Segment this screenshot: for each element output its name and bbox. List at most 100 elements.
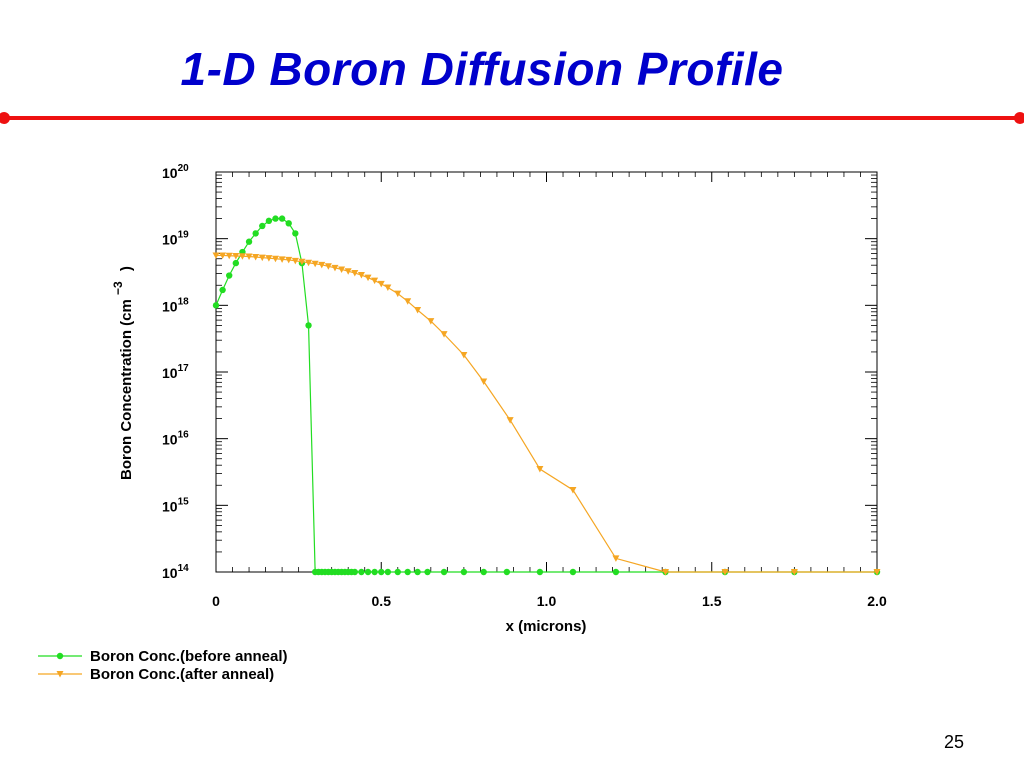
x-tick-label: 0.5 (372, 593, 392, 609)
data-point (285, 256, 293, 264)
minor-ticks (216, 172, 877, 572)
y-tick-exponent: 18 (178, 296, 190, 307)
data-point (278, 256, 286, 263)
y-tick-label: 1018 (162, 296, 189, 314)
data-point (612, 568, 620, 576)
data-point (245, 238, 253, 245)
y-tick-label: 1019 (162, 230, 189, 248)
data-point (318, 261, 326, 269)
x-tick-label: 2.0 (867, 593, 887, 609)
x-tick-label: 1.0 (537, 593, 557, 609)
y-tick-exponent: 16 (178, 430, 190, 441)
data-point (238, 253, 246, 260)
data-point (384, 284, 392, 292)
legend-label: Boron Conc.(before anneal) (90, 648, 288, 665)
data-point (440, 331, 448, 338)
y-tick-base: 10 (162, 498, 178, 514)
data-point (440, 568, 448, 576)
data-point (404, 568, 411, 576)
y-tick-label: 1016 (162, 430, 189, 448)
data-point (394, 568, 401, 576)
data-point (212, 302, 220, 309)
data-point (661, 569, 669, 576)
series-2 (212, 252, 881, 576)
data-point (569, 568, 577, 576)
data-point (414, 568, 421, 576)
x-tick-label: 1.5 (702, 593, 722, 609)
data-point (219, 286, 226, 294)
data-point (364, 568, 372, 576)
y-tick-base: 10 (162, 232, 178, 248)
x-tick-label: 0 (212, 593, 220, 609)
data-point (271, 255, 279, 263)
data-point (873, 569, 881, 576)
data-point (569, 486, 577, 494)
data-point (311, 260, 319, 268)
data-point (285, 220, 292, 227)
data-point (232, 259, 240, 267)
series-1 (212, 215, 881, 576)
data-point (258, 254, 266, 262)
title-divider-line (0, 112, 1024, 124)
page-number: 25 (943, 732, 964, 752)
y-tick-exponent: 19 (178, 230, 190, 241)
y-axis-label-close: ) (118, 266, 135, 271)
data-point (371, 568, 378, 576)
data-point (364, 274, 372, 282)
data-point (245, 253, 253, 261)
series-layer (212, 215, 881, 576)
data-point (272, 215, 279, 222)
slide-title: 1-D Boron Diffusion Profile (180, 43, 784, 95)
data-point (404, 298, 412, 305)
y-tick-base: 10 (162, 432, 178, 448)
legend: Boron Conc.(before anneal)Boron Conc.(af… (38, 648, 288, 683)
plot-frame (215, 171, 878, 573)
data-point (790, 569, 798, 576)
y-tick-exponent: 15 (178, 496, 190, 507)
legend-marker (56, 652, 64, 660)
data-point (371, 277, 379, 285)
data-point (358, 568, 365, 576)
data-point (506, 417, 514, 424)
data-point (503, 568, 511, 576)
y-tick-label: 1015 (162, 496, 189, 514)
data-point (394, 290, 402, 298)
data-point (252, 254, 260, 261)
y-tick-base: 10 (162, 365, 178, 381)
data-point (305, 322, 312, 329)
y-tick-exponent: 14 (178, 563, 190, 574)
data-point (265, 217, 273, 225)
data-point (291, 257, 299, 265)
data-point (292, 230, 299, 237)
data-point (344, 268, 352, 275)
data-point (612, 555, 620, 562)
data-point (480, 378, 488, 386)
data-point (721, 569, 729, 576)
data-point (414, 307, 422, 314)
y-tick-label: 1017 (162, 363, 189, 381)
data-point (536, 466, 544, 473)
data-point (384, 568, 392, 576)
y-tick-label: 1014 (162, 563, 189, 581)
data-point (305, 259, 313, 267)
data-point (259, 222, 266, 230)
major-ticks (215, 171, 878, 573)
data-point (252, 230, 259, 237)
y-tick-exponent: 20 (178, 163, 190, 174)
data-point (378, 568, 385, 576)
data-point (377, 280, 385, 288)
divider-right-dot (1014, 112, 1024, 124)
data-point (536, 568, 544, 576)
divider-left-dot (0, 112, 10, 124)
data-point (278, 215, 286, 222)
y-tick-base: 10 (162, 565, 178, 581)
x-axis-label: x (microns) (506, 618, 587, 635)
y-tick-base: 10 (162, 165, 178, 181)
data-point (212, 252, 220, 259)
y-axis-label-superscript: −3 (111, 281, 125, 295)
data-point (480, 568, 487, 576)
data-point (331, 264, 339, 272)
series-line (216, 254, 877, 573)
data-point (232, 252, 240, 260)
